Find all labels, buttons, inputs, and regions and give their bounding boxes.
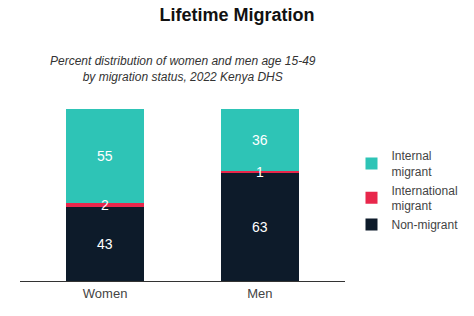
svg-text:Non-migrant: Non-migrant [392, 218, 459, 232]
svg-text:43: 43 [97, 236, 113, 252]
svg-text:55: 55 [97, 148, 113, 164]
svg-text:63: 63 [252, 219, 268, 235]
svg-text:Lifetime Migration: Lifetime Migration [159, 5, 314, 25]
svg-text:Internalmigrant: Internalmigrant [392, 149, 433, 179]
svg-text:Percent distribution of women: Percent distribution of women and men ag… [50, 54, 316, 84]
svg-text:Women: Women [83, 286, 128, 301]
svg-text:Men: Men [247, 286, 272, 301]
svg-text:Internationalmigrant: Internationalmigrant [392, 184, 458, 214]
svg-text:2: 2 [101, 197, 109, 213]
svg-text:1: 1 [256, 164, 264, 180]
svg-text:36: 36 [252, 132, 268, 148]
